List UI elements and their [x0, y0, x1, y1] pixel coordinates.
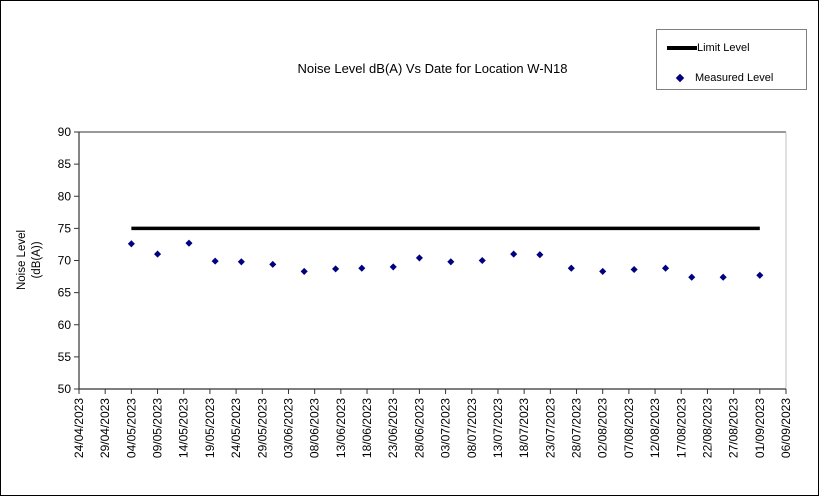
- x-tick-label: 23/07/2023: [543, 398, 557, 458]
- measured-point: [415, 254, 423, 262]
- measured-point: [300, 267, 308, 275]
- y-tick-label: 80: [58, 189, 72, 203]
- y-tick-label: 55: [58, 350, 72, 364]
- measured-point: [332, 265, 340, 273]
- x-tick-label: 24/05/2023: [229, 398, 243, 458]
- measured-point: [688, 273, 696, 281]
- measured-point: [237, 258, 245, 266]
- measured-point: [211, 257, 219, 265]
- x-tick-label: 17/08/2023: [674, 398, 688, 458]
- x-tick-label: 02/08/2023: [596, 398, 610, 458]
- legend-label-measured-level: Measured Level: [695, 72, 774, 84]
- x-tick-label: 06/09/2023: [779, 398, 793, 458]
- x-tick-label: 03/07/2023: [439, 398, 453, 458]
- measured-point: [662, 264, 670, 272]
- x-tick-label: 29/05/2023: [255, 398, 269, 458]
- y-tick-label: 50: [58, 382, 72, 396]
- x-tick-label: 29/04/2023: [98, 398, 112, 458]
- x-tick-label: 07/08/2023: [622, 398, 636, 458]
- x-tick-label: 28/06/2023: [412, 398, 426, 458]
- x-tick-label: 18/07/2023: [517, 398, 531, 458]
- y-tick-label: 85: [58, 157, 72, 171]
- x-tick-label: 23/06/2023: [386, 398, 400, 458]
- x-tick-label: 19/05/2023: [203, 398, 217, 458]
- chart-title: Noise Level dB(A) Vs Date for Location W…: [297, 61, 568, 76]
- measured-point: [154, 250, 162, 258]
- measured-point: [269, 260, 277, 268]
- x-tick-label: 22/08/2023: [700, 398, 714, 458]
- x-tick-label: 18/06/2023: [360, 398, 374, 458]
- measured-point: [389, 263, 397, 271]
- y-tick-label: 90: [58, 125, 72, 139]
- measured-point: [756, 271, 764, 279]
- y-tick-label: 60: [58, 318, 72, 332]
- measured-point: [630, 265, 638, 274]
- x-tick-label: 28/07/2023: [570, 398, 584, 458]
- y-tick-label: 75: [58, 221, 72, 235]
- measured-point: [478, 256, 486, 265]
- x-tick-label: 13/07/2023: [491, 398, 505, 458]
- measured-point: [447, 258, 455, 266]
- x-tick-label: 09/05/2023: [151, 398, 165, 458]
- measured-point: [358, 264, 366, 272]
- y-tick-label: 70: [58, 254, 72, 268]
- limit-line-swatch-icon: [667, 46, 697, 50]
- measured-point: [567, 264, 575, 272]
- measured-point: [510, 250, 518, 258]
- measured-point: [185, 239, 193, 247]
- x-tick-label: 01/09/2023: [753, 398, 767, 458]
- legend-label-limit-level: Limit Level: [697, 42, 750, 54]
- measured-point: [536, 251, 544, 259]
- x-tick-label: 24/04/2023: [72, 398, 86, 458]
- x-tick-label: 13/06/2023: [334, 398, 348, 458]
- y-tick-label: 65: [58, 286, 72, 300]
- measured-point: [719, 273, 727, 281]
- legend: Limit Level Measured Level: [656, 29, 807, 90]
- x-tick-label: 03/06/2023: [281, 398, 295, 458]
- x-tick-label: 14/05/2023: [177, 398, 191, 458]
- x-tick-label: 12/08/2023: [648, 398, 662, 458]
- legend-item-measured-level: Measured Level: [657, 68, 806, 88]
- legend-item-limit-level: Limit Level: [657, 38, 806, 58]
- x-tick-label: 08/07/2023: [465, 398, 479, 458]
- x-tick-label: 27/08/2023: [727, 398, 741, 458]
- x-tick-label: 04/05/2023: [124, 398, 138, 458]
- measured-point: [127, 240, 135, 248]
- x-tick-label: 08/06/2023: [308, 398, 322, 458]
- measured-point: [599, 267, 607, 275]
